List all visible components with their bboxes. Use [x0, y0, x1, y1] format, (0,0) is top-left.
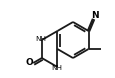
Text: O: O — [25, 58, 33, 67]
Text: NH: NH — [35, 36, 46, 42]
Text: N: N — [90, 11, 98, 21]
Text: NH: NH — [50, 65, 61, 71]
